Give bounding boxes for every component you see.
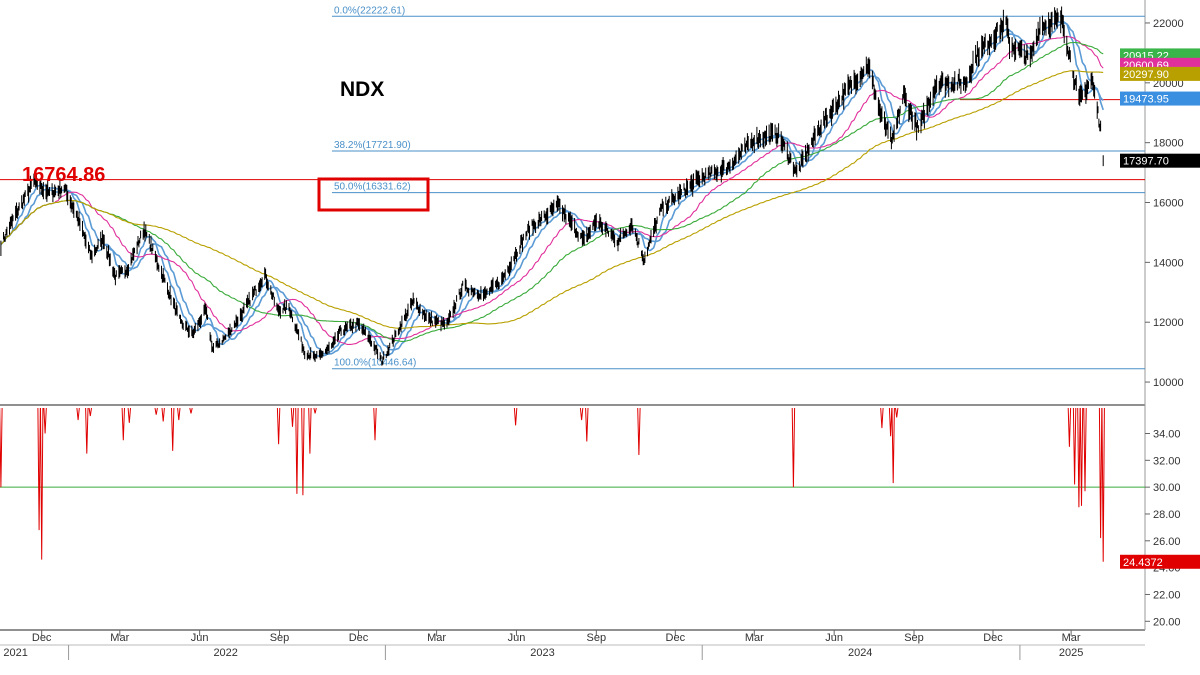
- year-label: 2025: [1059, 647, 1083, 659]
- moving-average-line: [0, 36, 1104, 345]
- year-label: 2021: [3, 647, 27, 659]
- price-series: [0, 6, 1104, 366]
- month-label: Mar: [1062, 632, 1081, 644]
- month-label: Dec: [349, 632, 369, 644]
- price-axis-label: 16000: [1153, 198, 1184, 210]
- price-axis-label: 10000: [1153, 377, 1184, 389]
- fib-label: 38.2%(17721.90): [334, 140, 411, 151]
- rsi-spikes: [0, 407, 1105, 562]
- month-label: Sep: [587, 632, 607, 644]
- moving-averages: [0, 20, 1104, 357]
- moving-average-line: [0, 20, 1104, 357]
- month-label: Dec: [32, 632, 52, 644]
- moving-average-line: [0, 22, 1104, 355]
- price-axis-label: 22000: [1153, 18, 1184, 30]
- month-label: Dec: [666, 632, 686, 644]
- fib-label: 100.0%(10446.64): [334, 358, 416, 369]
- fibonacci-levels: 0.0%(22222.61) 38.2%(17721.90) 50.0%(16331…: [0, 5, 1145, 370]
- rsi-axis-label: 30.00: [1153, 482, 1181, 494]
- rsi-axis-label: 34.00: [1153, 428, 1181, 440]
- month-label: Sep: [904, 632, 924, 644]
- moving-average-line: [0, 41, 1104, 342]
- price-axis-label: 18000: [1153, 138, 1184, 150]
- month-label: Jun: [508, 632, 526, 644]
- month-label: Dec: [983, 632, 1003, 644]
- fib-label: 0.0%(22222.61): [334, 5, 405, 16]
- time-axis: Dec Mar Jun Sep Dec Mar Jun Sep Dec Mar Jun Sep Dec M…: [3, 630, 1083, 660]
- year-label: 2024: [848, 647, 872, 659]
- month-label: Sep: [270, 632, 290, 644]
- value-badge-bg: [1120, 91, 1200, 106]
- month-label: Mar: [745, 632, 764, 644]
- value-badge-text: 17397.70: [1123, 156, 1169, 168]
- price-axis-label: 12000: [1153, 317, 1184, 329]
- rsi-series: [0, 407, 1145, 562]
- value-badge-bg: [1120, 153, 1200, 168]
- month-label: Jun: [825, 632, 843, 644]
- value-badge-text: 20297.90: [1123, 69, 1169, 81]
- rsi-axis-label: 26.00: [1153, 536, 1181, 548]
- price-axis-label: 14000: [1153, 257, 1184, 269]
- rsi-value-badge: 24.4372: [1120, 554, 1200, 569]
- month-label: Mar: [110, 632, 129, 644]
- price-bars: [0, 6, 1104, 366]
- rsi-axis-label: 22.00: [1153, 589, 1181, 601]
- month-label: Mar: [427, 632, 446, 644]
- month-label: Jun: [191, 632, 209, 644]
- value-badge: 17397.70: [1120, 153, 1200, 168]
- value-badge-text: 19473.95: [1123, 94, 1169, 106]
- rsi-axis: 20.0022.0024.0026.0028.0030.0032.0034.00…: [1120, 428, 1200, 628]
- year-label: 2023: [530, 647, 554, 659]
- rsi-axis-label: 28.00: [1153, 509, 1181, 521]
- rsi-axis-label: 20.00: [1153, 616, 1181, 628]
- value-badge-bg: [1120, 66, 1200, 81]
- value-badge: 20297.90: [1120, 66, 1200, 81]
- highlight-box: [317, 177, 430, 212]
- value-badge: 19473.95: [1120, 91, 1200, 106]
- rsi-value-badge-bg: [1120, 554, 1200, 569]
- moving-average-line: [0, 70, 1104, 329]
- rsi-axis-label: 32.00: [1153, 455, 1181, 467]
- year-label: 2022: [213, 647, 237, 659]
- rsi-value-badge-text: 24.4372: [1123, 557, 1163, 569]
- chart-title: NDX: [340, 78, 384, 101]
- fib-label: 50.0%(16331.62): [334, 182, 411, 193]
- level-callout-label: 16764.86: [22, 164, 105, 186]
